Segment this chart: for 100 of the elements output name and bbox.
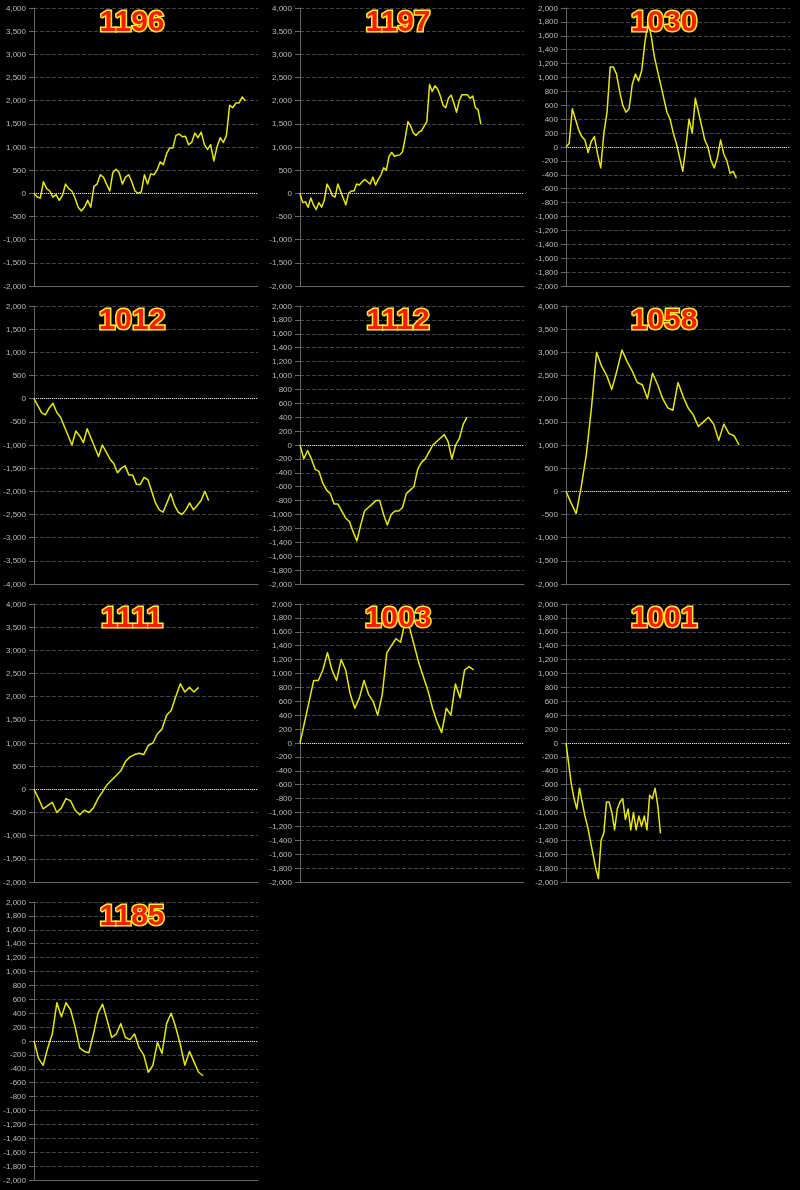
y-tick-label: 3,000 (271, 49, 293, 59)
y-tick-label: -1,800 (269, 565, 293, 575)
y-tick-label: 1,500 (5, 324, 27, 334)
y-tick-label: -600 (541, 184, 559, 194)
y-tick-label: -800 (541, 794, 559, 804)
y-tick-label: 1,600 (271, 329, 293, 339)
y-tick-label: 0 (287, 738, 293, 748)
y-tick-label: 400 (12, 1008, 27, 1018)
y-tick-label: -800 (275, 496, 293, 506)
y-tick-label: 200 (544, 128, 559, 138)
y-tick-label: -400 (541, 170, 559, 180)
y-tick-label: -200 (541, 156, 559, 166)
y-tick-label: -400 (275, 766, 293, 776)
y-tick-label: 2,500 (5, 73, 27, 82)
y-tick-label: -2,000 (535, 579, 559, 589)
y-tick-label: -500 (541, 510, 559, 519)
y-tick-label: -600 (9, 1078, 27, 1088)
y-tick-label: 1,500 (5, 119, 27, 129)
y-tick-label: -1,000 (3, 440, 27, 450)
y-tick-label: 800 (544, 682, 559, 692)
y-tick-label: 200 (12, 1022, 27, 1032)
y-tick-label: -500 (275, 212, 293, 221)
y-tick-label: 1,200 (271, 357, 293, 367)
y-tick-label: 0 (553, 738, 559, 748)
chart-title: 1058 (630, 301, 698, 335)
y-tick-label: 600 (12, 994, 27, 1004)
y-tick-label: 600 (278, 398, 293, 408)
y-tick-label: 1,200 (5, 953, 27, 963)
y-tick-label: -1,800 (535, 267, 559, 277)
y-tick-label: 3,000 (5, 645, 27, 655)
y-tick-label: 1,800 (537, 613, 559, 623)
y-tick-label: 3,000 (537, 347, 559, 357)
y-tick-label: -500 (9, 212, 27, 221)
y-tick-label: 1,800 (271, 315, 293, 325)
y-tick-label: -2,000 (535, 281, 559, 291)
y-tick-label: -2,000 (535, 877, 559, 887)
y-tick-label: -1,000 (3, 235, 27, 245)
y-tick-label: -800 (9, 1092, 27, 1102)
y-tick-label: 4,000 (5, 599, 27, 609)
y-tick-label: 2,000 (537, 3, 559, 13)
y-tick-label: -2,500 (3, 510, 27, 519)
y-tick-label: 2,000 (5, 692, 27, 702)
y-tick-label: 1,200 (271, 655, 293, 665)
y-tick-label: 2,000 (271, 599, 293, 609)
y-tick-label: -1,800 (3, 1161, 27, 1171)
y-tick-label: 1,800 (537, 17, 559, 27)
y-tick-label: -200 (541, 752, 559, 762)
y-tick-label: -1,200 (269, 523, 293, 533)
y-tick-label: 1,400 (537, 45, 559, 55)
y-tick-label: -500 (9, 808, 27, 817)
y-tick-label: -1,400 (3, 1133, 27, 1143)
y-tick-label: 1,200 (537, 655, 559, 665)
y-tick-label: -600 (541, 780, 559, 790)
y-tick-label: -1,000 (269, 510, 293, 519)
chart-title: 1197 (365, 3, 431, 37)
y-tick-label: 500 (12, 761, 27, 771)
y-tick-label: 500 (12, 165, 27, 175)
y-tick-label: 400 (278, 412, 293, 422)
y-tick-label: 400 (278, 710, 293, 720)
y-tick-label: -1,000 (535, 212, 559, 221)
y-tick-label: 1,400 (537, 641, 559, 651)
y-tick-label: -1,000 (269, 235, 293, 245)
y-tick-label: -1,500 (3, 854, 27, 864)
y-tick-label: 1,000 (537, 73, 559, 82)
y-tick-label: 0 (21, 188, 27, 198)
y-tick-label: -200 (275, 454, 293, 464)
y-tick-label: -1,800 (269, 863, 293, 873)
y-tick-label: -1,500 (269, 258, 293, 268)
chart-title: 1185 (99, 897, 165, 931)
y-tick-label: -1,400 (535, 239, 559, 249)
y-tick-label: -2,000 (269, 579, 293, 589)
y-tick-label: 200 (544, 724, 559, 734)
y-tick-label: 0 (287, 440, 293, 450)
y-tick-label: 2,000 (537, 599, 559, 609)
y-tick-label: -4,000 (3, 579, 27, 589)
y-tick-label: 4,000 (5, 3, 27, 13)
y-tick-label: 1,000 (271, 371, 293, 380)
y-tick-label: 1,000 (537, 440, 559, 450)
y-tick-label: -200 (9, 1050, 27, 1060)
line-series (33, 1002, 204, 1077)
y-tick-label: 3,500 (537, 324, 559, 334)
y-tick-label: -400 (9, 1064, 27, 1074)
y-tick-label: 2,000 (537, 394, 559, 404)
y-tick-label: 0 (21, 1036, 27, 1046)
line-series (565, 742, 662, 880)
y-tick-label: 1,800 (5, 911, 27, 921)
y-tick-label: 1,200 (537, 59, 559, 69)
chart-title: 1001 (630, 599, 698, 633)
y-tick-label: 2,000 (271, 96, 293, 106)
y-tick-label: 1,400 (271, 641, 293, 651)
chart-title: 1003 (364, 599, 432, 633)
y-tick-label: 1,600 (537, 31, 559, 41)
line-series (299, 83, 482, 211)
y-tick-label: 1,000 (5, 142, 27, 152)
y-tick-label: 800 (278, 384, 293, 394)
y-tick-label: -2,000 (3, 1175, 27, 1185)
y-tick-label: 600 (544, 696, 559, 706)
y-tick-label: -1,600 (535, 253, 559, 263)
y-tick-label: 1,500 (537, 417, 559, 427)
y-tick-label: 4,000 (537, 301, 559, 311)
